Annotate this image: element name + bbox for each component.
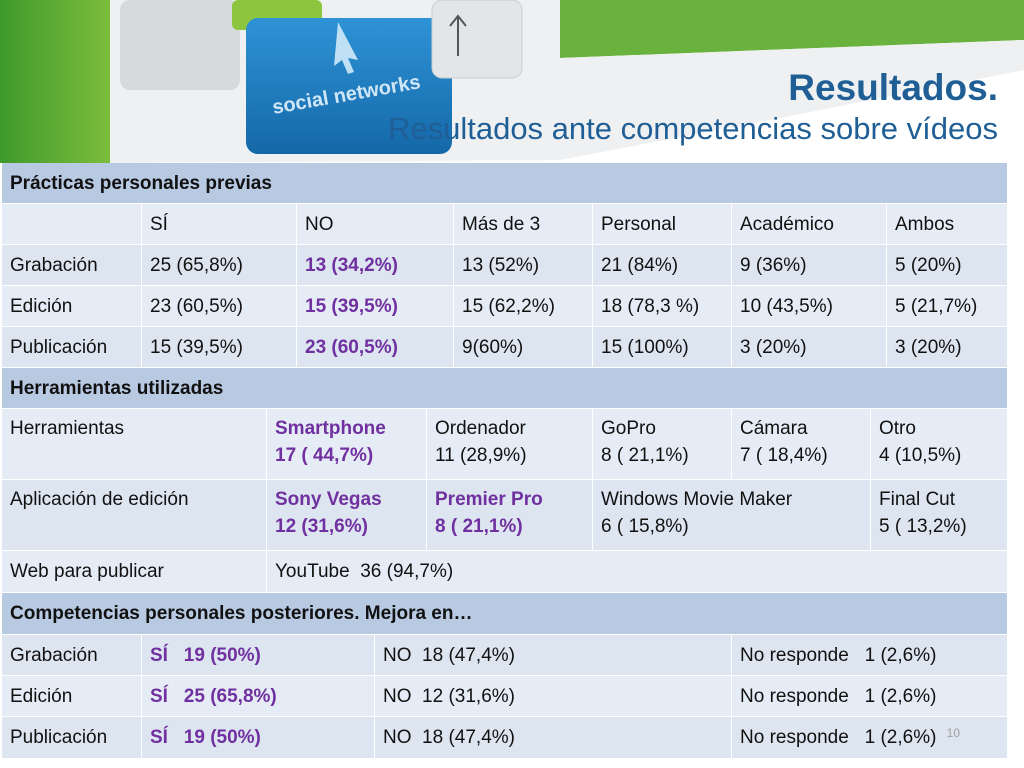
- table-cell: 25 (65,8%): [142, 245, 297, 286]
- table-row: Aplicación de edición Sony Vegas 12 (31,6…: [2, 480, 1008, 551]
- table-cell: SÍ 25 (65,8%): [142, 676, 375, 717]
- table-cell: 9 (36%): [732, 245, 887, 286]
- table-row: SÍ NO Más de 3 Personal Académico Ambos: [2, 204, 1008, 245]
- table-cell: Final Cut 5 ( 13,2%): [871, 480, 1008, 551]
- row-label: Herramientas: [2, 409, 267, 480]
- table-cell: 5 (20%): [887, 245, 1008, 286]
- row-label: Edición: [2, 286, 142, 327]
- table-cell: 3 (20%): [887, 327, 1008, 368]
- table-cell: Cámara 7 ( 18,4%): [732, 409, 871, 480]
- table-cell: NO 18 (47,4%): [375, 717, 732, 759]
- table-cell: 15 (39,5%): [142, 327, 297, 368]
- table-cell: Premier Pro 8 ( 21,1%): [427, 480, 593, 551]
- table-cell: Sony Vegas 12 (31,6%): [267, 480, 427, 551]
- table-cell: No responde 1 (2,6%): [732, 635, 1008, 676]
- table-cell: No responde 1 (2,6%): [732, 676, 1008, 717]
- column-header: Personal: [593, 204, 732, 245]
- table-row: Edición 23 (60,5%) 15 (39,5%) 15 (62,2%)…: [2, 286, 1008, 327]
- table-row: Edición SÍ 25 (65,8%) NO 12 (31,6%) No r…: [2, 676, 1008, 717]
- table-cell: 3 (20%): [732, 327, 887, 368]
- table-cell: No responde 1 (2,6%): [732, 717, 1008, 759]
- table-cell: GoPro 8 ( 21,1%): [593, 409, 732, 480]
- table-cell: Windows Movie Maker 6 ( 15,8%): [593, 480, 871, 551]
- table-cell: 15 (100%): [593, 327, 732, 368]
- table-cell: 5 (21,7%): [887, 286, 1008, 327]
- row-label: Web para publicar: [2, 551, 267, 593]
- column-header: Ambos: [887, 204, 1008, 245]
- table-cell: NO 12 (31,6%): [375, 676, 732, 717]
- social-networks-key: [246, 18, 452, 154]
- table-cell: 9(60%): [454, 327, 593, 368]
- section-header-herramientas: Herramientas utilizadas: [2, 368, 1008, 409]
- cursor-arrow-icon: [334, 22, 358, 74]
- table-cell: NO 18 (47,4%): [375, 635, 732, 676]
- table-cell: SÍ 19 (50%): [142, 717, 375, 759]
- column-header: Académico: [732, 204, 887, 245]
- table-cell: Smartphone 17 ( 44,7%): [267, 409, 427, 480]
- up-arrow-icon: [449, 14, 467, 56]
- green-band-right: [520, 0, 1024, 58]
- table-cell: 13 (52%): [454, 245, 593, 286]
- table-row: Web para publicar YouTube 36 (94,7%): [2, 551, 1008, 593]
- slide-subtitle: Resultados ante competencias sobre vídeo…: [387, 111, 998, 146]
- section-title: Competencias personales posteriores. Mej…: [2, 593, 1008, 635]
- results-table: Prácticas personales previas SÍ NO Más d…: [2, 163, 1008, 759]
- row-label: Grabación: [2, 245, 142, 286]
- table-cell: 13 (34,2%): [297, 245, 454, 286]
- table-row: Publicación SÍ 19 (50%) NO 18 (47,4%) No…: [2, 717, 1008, 759]
- table-row: Herramientas Smartphone 17 ( 44,7%) Orden…: [2, 409, 1008, 480]
- section-title: Prácticas personales previas: [2, 163, 1008, 204]
- table-cell: 15 (62,2%): [454, 286, 593, 327]
- row-label: Aplicación de edición: [2, 480, 267, 551]
- table-cell: 23 (60,5%): [297, 327, 454, 368]
- table-cell: 18 (78,3 %): [593, 286, 732, 327]
- row-label: Publicación: [2, 717, 142, 759]
- table-row: Publicación 15 (39,5%) 23 (60,5%) 9(60%)…: [2, 327, 1008, 368]
- section-header-practicas: Prácticas personales previas: [2, 163, 1008, 204]
- table-cell: 23 (60,5%): [142, 286, 297, 327]
- row-label: Edición: [2, 676, 142, 717]
- column-header: SÍ: [142, 204, 297, 245]
- row-label: Publicación: [2, 327, 142, 368]
- column-header: Más de 3: [454, 204, 593, 245]
- table-cell: 10 (43,5%): [732, 286, 887, 327]
- green-band: [0, 0, 140, 163]
- row-label: Grabación: [2, 635, 142, 676]
- table-cell: Otro 4 (10,5%): [871, 409, 1008, 480]
- page-number: 10: [946, 726, 960, 740]
- column-header: NO: [297, 204, 454, 245]
- table-cell: 21 (84%): [593, 245, 732, 286]
- table-row: Grabación 25 (65,8%) 13 (34,2%) 13 (52%)…: [2, 245, 1008, 286]
- title-area: Resultados. Resultados ante competencias…: [388, 66, 998, 148]
- table-cell: SÍ 19 (50%): [142, 635, 375, 676]
- table-cell: YouTube 36 (94,7%): [267, 551, 1008, 593]
- slide-title: Resultados.: [788, 67, 998, 108]
- section-header-competencias: Competencias personales posteriores. Mej…: [2, 593, 1008, 635]
- table-cell: 15 (39,5%): [297, 286, 454, 327]
- section-title: Herramientas utilizadas: [2, 368, 1008, 409]
- table-cell: [2, 204, 142, 245]
- table-cell: Ordenador 11 (28,9%): [427, 409, 593, 480]
- table-row: Grabación SÍ 19 (50%) NO 18 (47,4%) No r…: [2, 635, 1008, 676]
